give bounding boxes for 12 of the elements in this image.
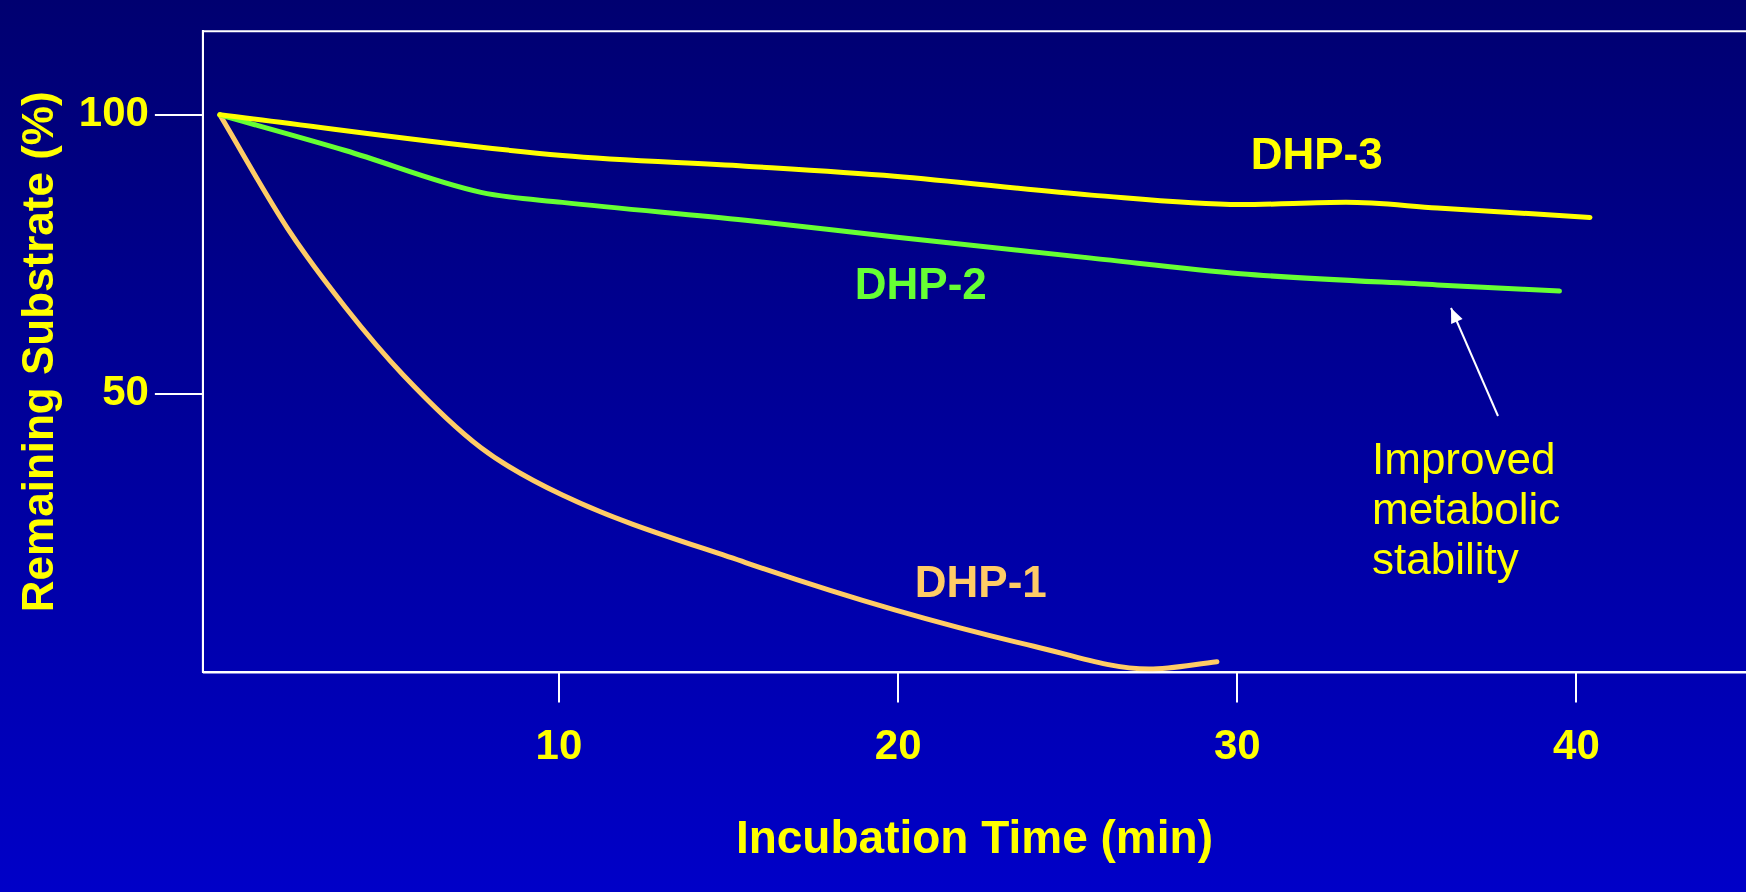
x-tick-label: 10 xyxy=(535,721,583,769)
series-label: DHP-3 xyxy=(1250,128,1383,178)
y-tick-label: 50 xyxy=(102,367,149,415)
x-tick-label: 40 xyxy=(1553,721,1600,769)
x-tick-label: 30 xyxy=(1213,721,1261,769)
x-axis-title: Incubation Time (min) xyxy=(735,811,1213,864)
annotation: Improved metabolic stability xyxy=(1372,434,1561,584)
y-axis-title: Remaining Substrate (%) xyxy=(12,91,62,613)
series-label: DHP-2 xyxy=(854,259,987,309)
y-tick-label: 100 xyxy=(78,88,149,136)
x-tick-label: 20 xyxy=(874,721,922,769)
series-label: DHP-1 xyxy=(914,557,1047,607)
